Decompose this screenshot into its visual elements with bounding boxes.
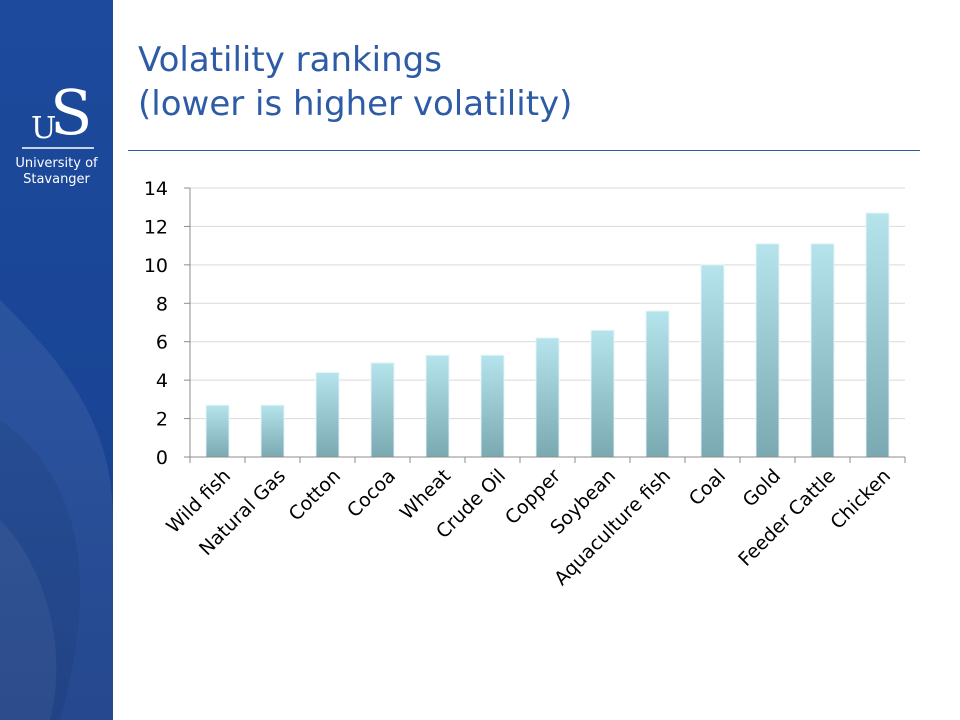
axes — [189, 188, 906, 463]
x-category-label: Gold — [739, 465, 785, 511]
sidebar-swirl-decoration — [0, 300, 113, 720]
bar-cotton — [315, 371, 340, 458]
bar-wild-fish — [205, 404, 230, 458]
x-category-label: Chicken — [826, 465, 895, 534]
logo-text-line-2: Stavanger — [23, 172, 90, 187]
title-divider — [128, 150, 920, 151]
y-tick-label: 2 — [156, 409, 168, 431]
bar-aquaculture-fish — [645, 310, 670, 458]
y-tick-label: 4 — [156, 370, 168, 392]
slide-title-line-2: (lower is higher volatility) — [138, 84, 573, 124]
svg-text:S: S — [50, 80, 92, 149]
x-category-label: Cocoa — [343, 465, 400, 522]
bar-soybean — [590, 329, 615, 458]
bar-cocoa — [370, 362, 395, 458]
sidebar: U S University of Stavanger — [0, 0, 113, 720]
y-tick-label: 10 — [144, 255, 168, 277]
y-tick-label: 8 — [156, 293, 168, 315]
y-axis-ticks: 0 2 4 6 8 10 12 14 — [144, 178, 190, 469]
svg-text:U: U — [31, 111, 56, 146]
bar-natural-gas — [260, 404, 285, 458]
bar-crude-oil — [480, 354, 505, 458]
logo-text-line-1: University of — [15, 156, 98, 171]
bars — [205, 212, 890, 458]
university-logo: U S University of Stavanger — [0, 80, 113, 188]
y-tick-label: 6 — [156, 332, 168, 354]
x-category-label: Coal — [685, 465, 730, 510]
bar-copper — [535, 337, 560, 458]
bar-wheat — [425, 354, 450, 458]
bar-chicken — [865, 212, 890, 458]
y-tick-label: 14 — [144, 178, 168, 200]
x-category-label: Feeder Cattle — [734, 465, 840, 571]
x-category-label: Cotton — [285, 465, 345, 525]
slide-title: Volatility rankings (lower is higher vol… — [138, 38, 928, 126]
bar-gold — [755, 243, 780, 458]
slide-title-line-1: Volatility rankings — [138, 40, 442, 80]
y-tick-label: 12 — [144, 216, 168, 238]
uis-logo-icon: U S — [21, 80, 94, 149]
bar-feeder-cattle — [810, 243, 835, 458]
y-tick-label: 0 — [156, 447, 168, 469]
bar-coal — [700, 264, 725, 458]
